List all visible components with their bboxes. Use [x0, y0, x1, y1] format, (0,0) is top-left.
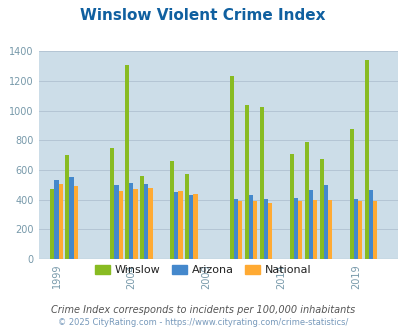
- Bar: [69, 178, 73, 259]
- Bar: [178, 191, 182, 259]
- Bar: [319, 159, 323, 259]
- Bar: [304, 143, 308, 259]
- Bar: [268, 203, 272, 259]
- Bar: [148, 188, 152, 259]
- Bar: [234, 199, 238, 259]
- Text: Winslow Violent Crime Index: Winslow Violent Crime Index: [80, 8, 325, 23]
- Legend: Winslow, Arizona, National: Winslow, Arizona, National: [90, 261, 315, 280]
- Bar: [349, 129, 353, 259]
- Bar: [312, 200, 317, 259]
- Bar: [185, 174, 189, 259]
- Bar: [54, 180, 58, 259]
- Bar: [289, 154, 293, 259]
- Bar: [253, 201, 257, 259]
- Bar: [238, 201, 242, 259]
- Bar: [357, 201, 361, 259]
- Bar: [129, 183, 133, 259]
- Bar: [364, 60, 368, 259]
- Bar: [368, 190, 372, 259]
- Bar: [125, 65, 129, 259]
- Bar: [372, 201, 376, 259]
- Bar: [263, 199, 268, 259]
- Bar: [189, 195, 193, 259]
- Bar: [133, 188, 137, 259]
- Bar: [293, 198, 297, 259]
- Bar: [140, 176, 144, 259]
- Bar: [144, 184, 148, 259]
- Bar: [229, 76, 234, 259]
- Bar: [259, 107, 263, 259]
- Text: Crime Index corresponds to incidents per 100,000 inhabitants: Crime Index corresponds to incidents per…: [51, 305, 354, 315]
- Bar: [73, 186, 78, 259]
- Bar: [244, 105, 248, 259]
- Bar: [353, 199, 357, 259]
- Bar: [114, 185, 118, 259]
- Bar: [58, 184, 63, 259]
- Bar: [308, 190, 312, 259]
- Bar: [297, 201, 302, 259]
- Bar: [170, 161, 174, 259]
- Bar: [174, 192, 178, 259]
- Bar: [65, 155, 69, 259]
- Text: © 2025 CityRating.com - https://www.cityrating.com/crime-statistics/: © 2025 CityRating.com - https://www.city…: [58, 318, 347, 327]
- Bar: [323, 185, 327, 259]
- Bar: [118, 191, 122, 259]
- Bar: [110, 148, 114, 259]
- Bar: [50, 188, 54, 259]
- Bar: [193, 194, 197, 259]
- Bar: [327, 200, 331, 259]
- Bar: [248, 195, 253, 259]
